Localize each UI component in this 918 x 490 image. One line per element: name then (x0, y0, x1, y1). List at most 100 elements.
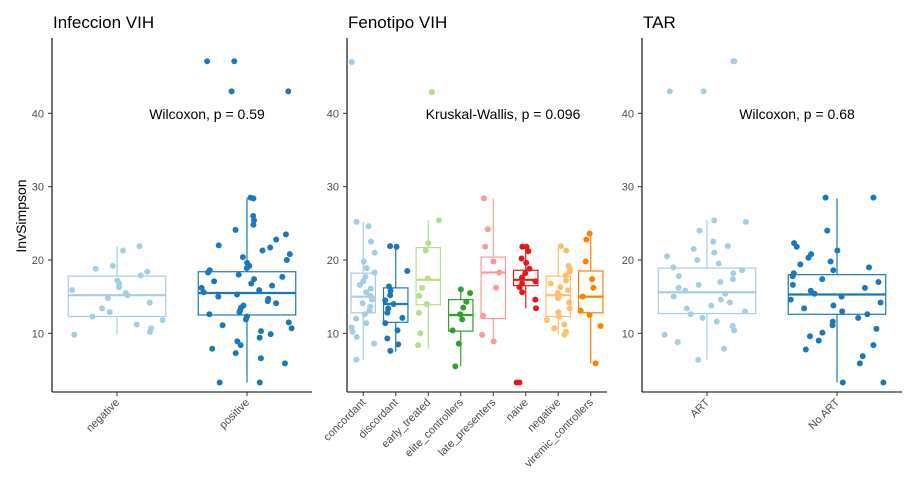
data-point (695, 281, 702, 288)
group-viremic_controllers: viremic_controllers (523, 230, 604, 470)
data-point (519, 243, 526, 250)
data-point (563, 247, 570, 254)
data-point (348, 59, 355, 65)
data-point (231, 58, 238, 65)
data-point (99, 305, 106, 312)
x-tick-label: elite_controllers (403, 396, 466, 459)
data-point (415, 309, 422, 316)
data-point (457, 286, 464, 293)
data-point (460, 304, 467, 311)
data-point (547, 280, 554, 287)
data-point (582, 258, 589, 265)
data-point (561, 331, 568, 338)
data-point (493, 284, 500, 291)
data-point (711, 249, 718, 256)
data-point (726, 299, 733, 306)
data-point (839, 308, 846, 315)
data-point (399, 314, 406, 321)
data-point (592, 360, 599, 367)
data-point (237, 342, 244, 349)
data-point (136, 243, 143, 250)
x-tick-label: No ART (807, 396, 843, 432)
data-point (200, 289, 207, 296)
data-point (258, 328, 265, 335)
data-point (215, 242, 222, 249)
data-point (449, 327, 456, 334)
data-point (366, 307, 373, 314)
data-point (116, 284, 123, 291)
data-point (367, 285, 374, 292)
data-point (415, 342, 422, 349)
data-point (793, 243, 800, 250)
data-point (674, 339, 681, 346)
data-point (479, 331, 486, 338)
data-point (661, 331, 668, 338)
data-point (551, 325, 558, 332)
data-point (566, 305, 573, 312)
data-point (555, 309, 562, 316)
x-tick-label: negative (84, 397, 122, 435)
data-point (281, 360, 288, 367)
data-point (236, 309, 243, 316)
data-point (555, 313, 562, 320)
data-point (69, 287, 76, 294)
data-point (839, 379, 846, 386)
data-point (557, 243, 564, 250)
data-point (682, 287, 689, 294)
group-ART: ART (657, 58, 757, 421)
data-point (387, 243, 394, 250)
data-point (285, 88, 292, 95)
y-tick-label: 10 (622, 328, 634, 340)
data-point (565, 287, 572, 294)
data-point (106, 309, 113, 316)
data-point (827, 258, 834, 265)
data-point (228, 88, 235, 95)
data-point (561, 321, 568, 328)
data-point (490, 338, 497, 345)
stat-annotation: Wilcoxon, p = 0.68 (739, 106, 855, 122)
data-point (670, 293, 677, 300)
data-point (829, 322, 836, 329)
data-point (819, 329, 826, 336)
data-point (234, 291, 241, 298)
y-tick-label: 20 (32, 255, 44, 267)
data-point (457, 311, 464, 318)
group-positive: positive (197, 58, 297, 432)
x-tick-label: positive (217, 397, 252, 432)
data-point (666, 88, 673, 95)
data-point (382, 297, 389, 304)
data-point (519, 289, 526, 296)
data-point (864, 311, 871, 318)
data-point (286, 251, 293, 258)
panel-title: TAR (643, 13, 676, 32)
data-point (356, 281, 363, 288)
data-point (838, 293, 845, 300)
data-point (209, 345, 216, 352)
data-point (257, 355, 264, 362)
data-point (283, 257, 290, 263)
data-point (806, 333, 813, 340)
data-point (363, 289, 370, 296)
data-point (285, 319, 292, 326)
data-point (428, 89, 435, 96)
data-point (694, 257, 701, 263)
data-point (670, 264, 677, 271)
data-point (482, 243, 489, 250)
data-point (683, 305, 690, 312)
panel-1: Infeccion VIH 10 20 30 40 negative positive Wil… (32, 13, 312, 435)
x-tick-label: late_presenters (436, 396, 498, 458)
data-point (384, 309, 391, 316)
data-point (232, 350, 239, 357)
data-point (731, 327, 738, 334)
data-point (870, 194, 877, 201)
panel-title: Infeccion VIH (53, 13, 154, 32)
data-point (859, 353, 866, 360)
data-point (480, 195, 487, 202)
data-point (830, 302, 837, 309)
data-point (526, 265, 533, 272)
data-point (819, 276, 826, 283)
data-point (805, 254, 812, 261)
group-early_treated: early_treated (379, 89, 442, 451)
data-point (419, 284, 426, 291)
data-point (365, 223, 372, 230)
